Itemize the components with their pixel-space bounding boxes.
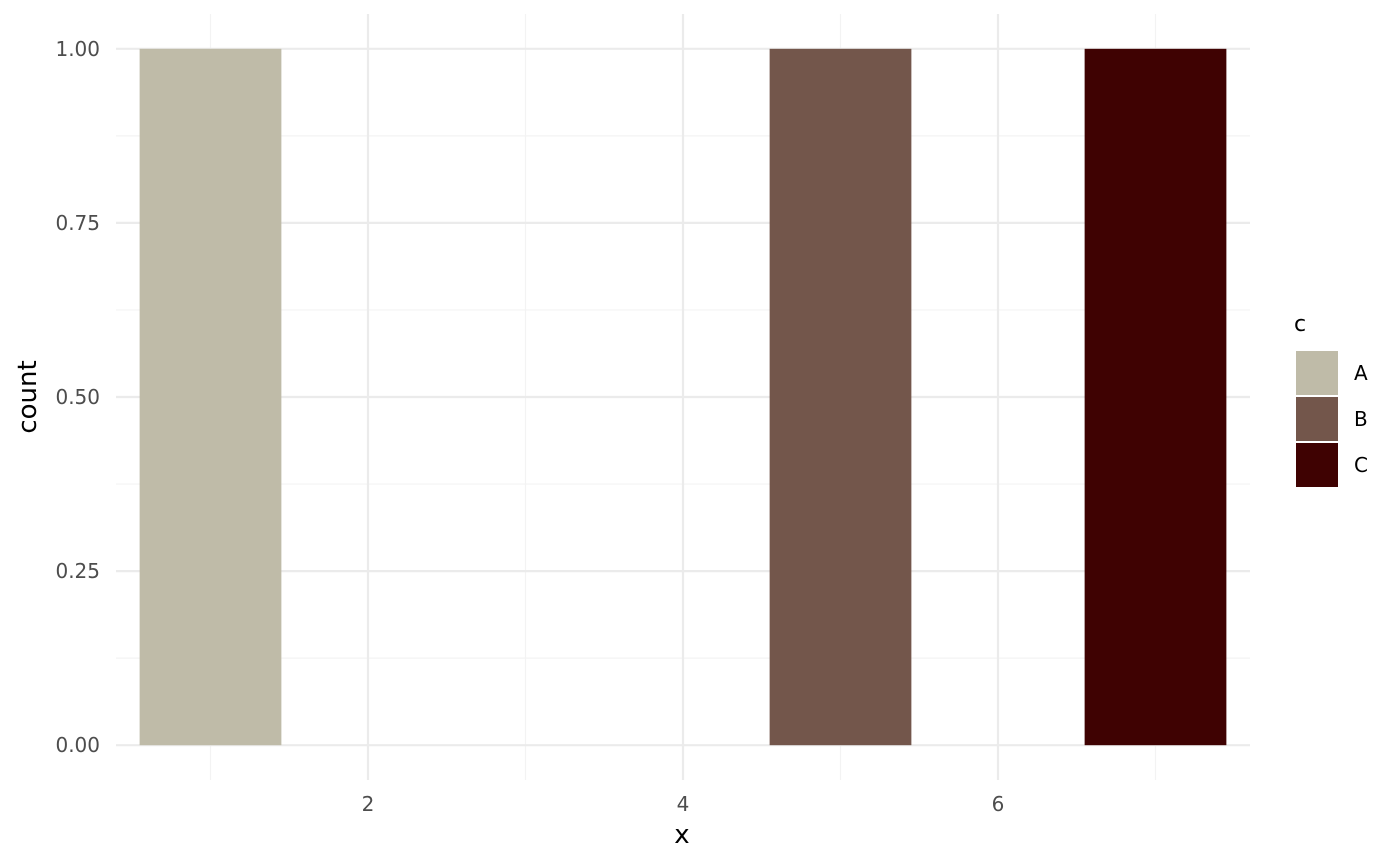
bars (139, 48, 1227, 746)
legend-title: c (1294, 312, 1306, 337)
y-tick-label: 0.75 (55, 211, 100, 235)
legend-label: B (1354, 407, 1368, 431)
x-tick-label: 4 (677, 792, 690, 816)
x-tick-label: 6 (992, 792, 1005, 816)
legend-label: C (1354, 453, 1368, 477)
y-tick-label: 0.50 (55, 385, 100, 409)
x-tick-label: 2 (362, 792, 375, 816)
x-axis-tick-labels: 2 4 6 (362, 792, 1005, 816)
major-gridlines (116, 14, 1250, 780)
legend-items: ABC (1296, 351, 1368, 487)
legend-key-A (1296, 351, 1338, 395)
legend-key-C (1296, 443, 1338, 487)
y-axis-title: count (13, 360, 43, 433)
bar-B (769, 48, 912, 746)
bar-C (1084, 48, 1227, 746)
legend-key-B (1296, 397, 1338, 441)
y-tick-label: 1.00 (55, 37, 100, 61)
legend-label: A (1354, 361, 1368, 385)
y-tick-label: 0.00 (55, 733, 100, 757)
x-axis-title: x (674, 820, 689, 850)
bar-A (139, 48, 282, 746)
y-tick-label: 0.25 (55, 559, 100, 583)
y-axis-tick-labels: 0.00 0.25 0.50 0.75 1.00 (55, 37, 100, 757)
legend: c ABC (1294, 312, 1368, 487)
